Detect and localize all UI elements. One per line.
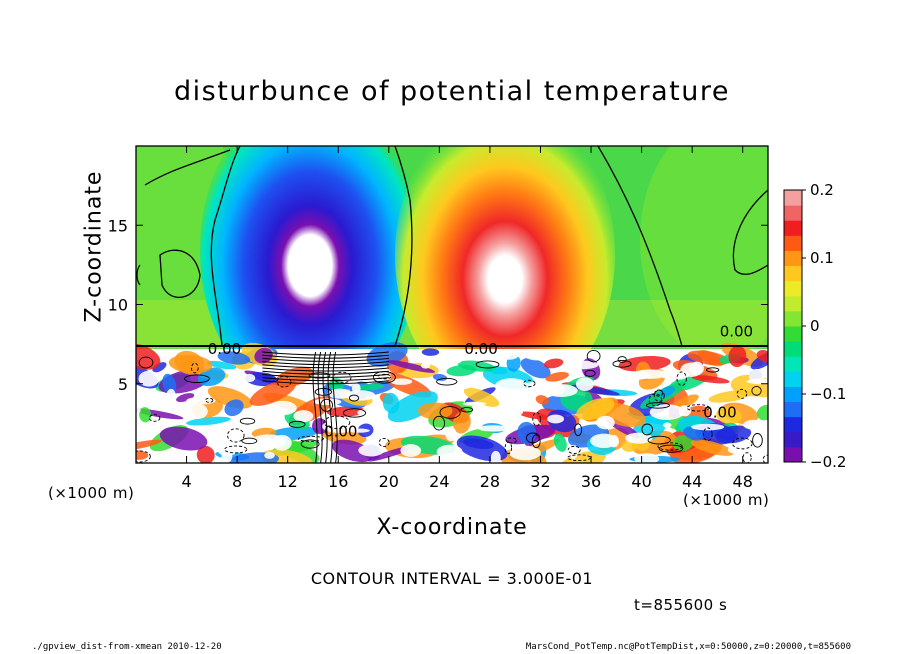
x-axis-label: X-coordinate: [376, 515, 528, 540]
contour-label: 0.00: [720, 322, 753, 340]
heatmap-field: [136, 146, 768, 463]
x-tick-label: 40: [631, 472, 651, 491]
x-tick-label: 28: [480, 472, 500, 491]
colorbar-swatch: [784, 295, 802, 312]
colorbar-swatch: [784, 205, 802, 221]
colorbar-swatch: [784, 280, 802, 297]
y-axis-label: Z-coordinate: [81, 170, 107, 323]
contour-labels: 0.00 0.00 0.00 0.00 0.00: [208, 322, 753, 440]
colorbar-tick-label: 0.1: [810, 249, 834, 267]
footer-left: ./gpview_dist-from-xmean 2010-12-20: [32, 642, 222, 652]
contour-label: 0.00: [464, 340, 497, 358]
colorbar-swatch: [784, 190, 802, 206]
colorbar-tick-label: 0.2: [810, 181, 834, 199]
x-tick-label: 20: [379, 472, 399, 491]
colorbar-swatch: [784, 265, 802, 282]
colorbar-swatch: [784, 250, 802, 267]
x-tick-label: 32: [530, 472, 550, 491]
colorbar-tick-label: 0: [810, 317, 820, 335]
colorbar-swatch: [784, 310, 802, 327]
colorbar-swatch: [784, 431, 802, 448]
x-tick-label: 44: [682, 472, 702, 491]
colorbar-swatch: [784, 371, 802, 387]
colorbar-swatch: [784, 341, 802, 357]
x-unit-right: (×1000 m): [683, 491, 770, 509]
contour-label: 0.00: [208, 340, 241, 358]
contour-interval: CONTOUR INTERVAL = 3.000E-01: [310, 569, 594, 588]
chart-title: disturbunce of potential temperature: [174, 76, 730, 107]
footer-right: MarsCond_PotTemp.nc@PotTempDist,x=0:5000…: [525, 642, 851, 652]
x-tick-label: 24: [429, 472, 449, 491]
colorbar-tick-label: −0.1: [810, 385, 846, 403]
x-tick-label: 4: [181, 472, 191, 491]
colorbar-swatch: [784, 235, 802, 251]
colorbar-swatch: [784, 416, 802, 433]
contour-label: 0.00: [703, 403, 736, 421]
x-unit-left: (×1000 m): [48, 484, 135, 502]
x-tick-label: 36: [581, 472, 601, 491]
time-stamp: t=855600 s: [634, 596, 728, 614]
cold-plume: [200, 146, 420, 405]
x-tick-label: 48: [733, 472, 753, 491]
y-tick-label: 10: [108, 296, 128, 315]
x-tick-label: 8: [232, 472, 242, 491]
x-tick-label: 16: [328, 472, 348, 491]
contour-label: 0.00: [324, 422, 357, 440]
colorbar-tick-label: −0.2: [810, 453, 846, 471]
colorbar: 0.2 0.1 0 −0.1 −0.2: [783, 181, 846, 471]
x-axis: 4 8 12 16 20 24 28 32 36 40 44 48: [181, 146, 753, 491]
x-tick-label: 12: [278, 472, 298, 491]
colorbar-swatch: [784, 401, 802, 418]
y-tick-label: 5: [118, 375, 128, 394]
turbulent-layer: [136, 342, 768, 463]
colorbar-swatch: [784, 446, 802, 463]
y-tick-label: 15: [108, 216, 128, 235]
colorbar-swatch: [784, 326, 802, 342]
y-axis: 5 10 15: [108, 216, 768, 394]
colorbar-swatch: [784, 220, 802, 236]
warm-plume: [395, 146, 615, 405]
colorbar-swatch: [784, 356, 802, 372]
colorbar-swatch: [784, 386, 802, 403]
